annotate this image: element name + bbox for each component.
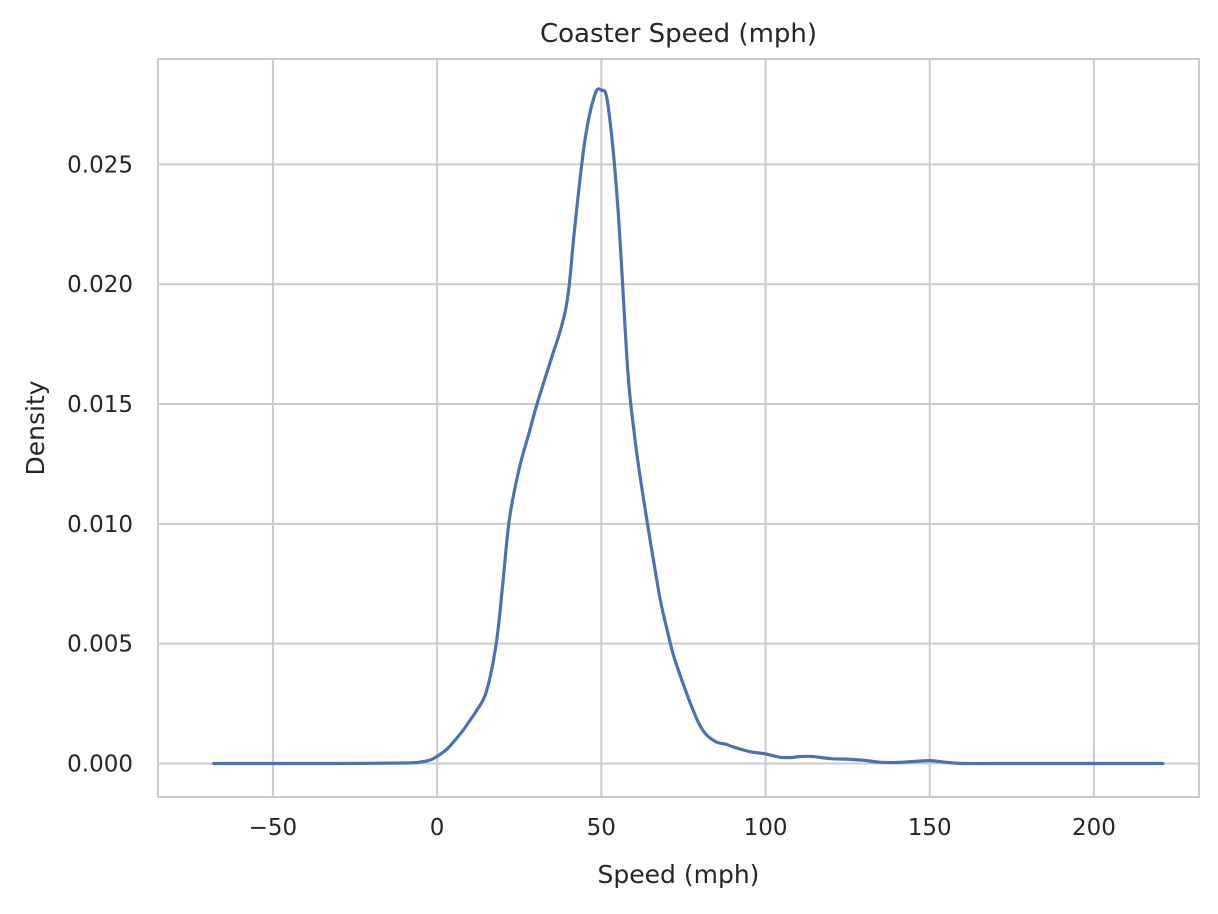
x-tick-label: 150 [908, 815, 952, 841]
x-tick-label: 200 [1072, 815, 1116, 841]
tick-label-layer: −50 0 50 100 150 200 0.000 0.005 0.010 0.015 0.020… [67, 152, 1116, 841]
x-tick-label: 0 [430, 815, 445, 841]
series-layer [212, 87, 1165, 766]
chart-title: Coaster Speed (mph) [540, 19, 817, 49]
y-tick-label: 0.000 [67, 751, 133, 777]
x-tick-label: 50 [587, 815, 616, 841]
y-axis-label: Density [21, 380, 50, 475]
y-tick-label: 0.015 [67, 392, 133, 418]
plot-frame [157, 58, 1200, 798]
y-tick-label: 0.020 [67, 272, 133, 298]
x-tick-label: 100 [744, 815, 788, 841]
density-line [212, 87, 1165, 766]
y-tick-label: 0.010 [67, 512, 133, 538]
x-axis-label: Speed (mph) [598, 860, 760, 889]
x-tick-label: −50 [249, 815, 298, 841]
y-tick-label: 0.025 [67, 152, 133, 178]
y-tick-label: 0.005 [67, 632, 133, 658]
